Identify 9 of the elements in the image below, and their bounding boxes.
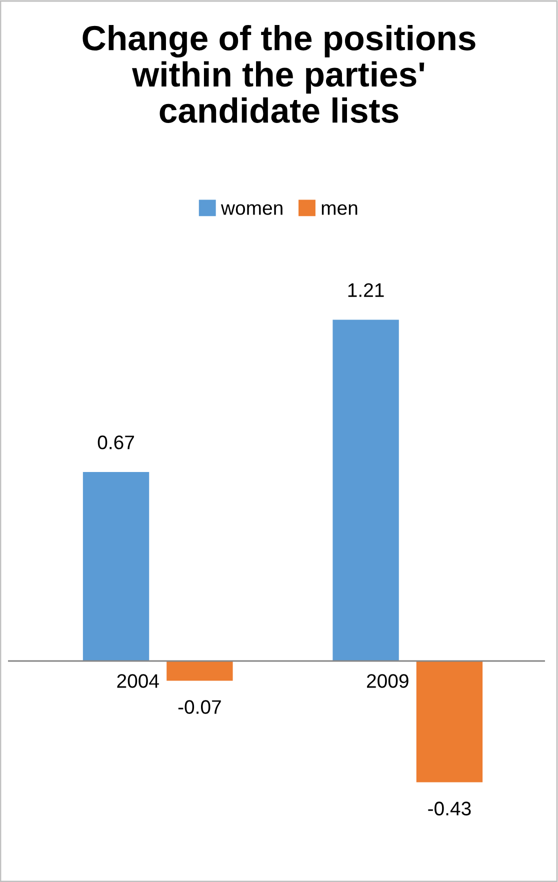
x-tick-label: 2004 [117,674,159,688]
legend-label: men [322,204,358,215]
x-tick-label: 2009 [367,674,408,688]
data-label: 0.67 [98,436,134,450]
legend-label: women [220,204,282,215]
data-label: -0.07 [178,700,221,714]
data-label: 1.21 [348,283,384,297]
chart-title: Change of the positions within the parties' candidate lists [82,25,476,123]
data-label: -0.43 [428,802,471,816]
